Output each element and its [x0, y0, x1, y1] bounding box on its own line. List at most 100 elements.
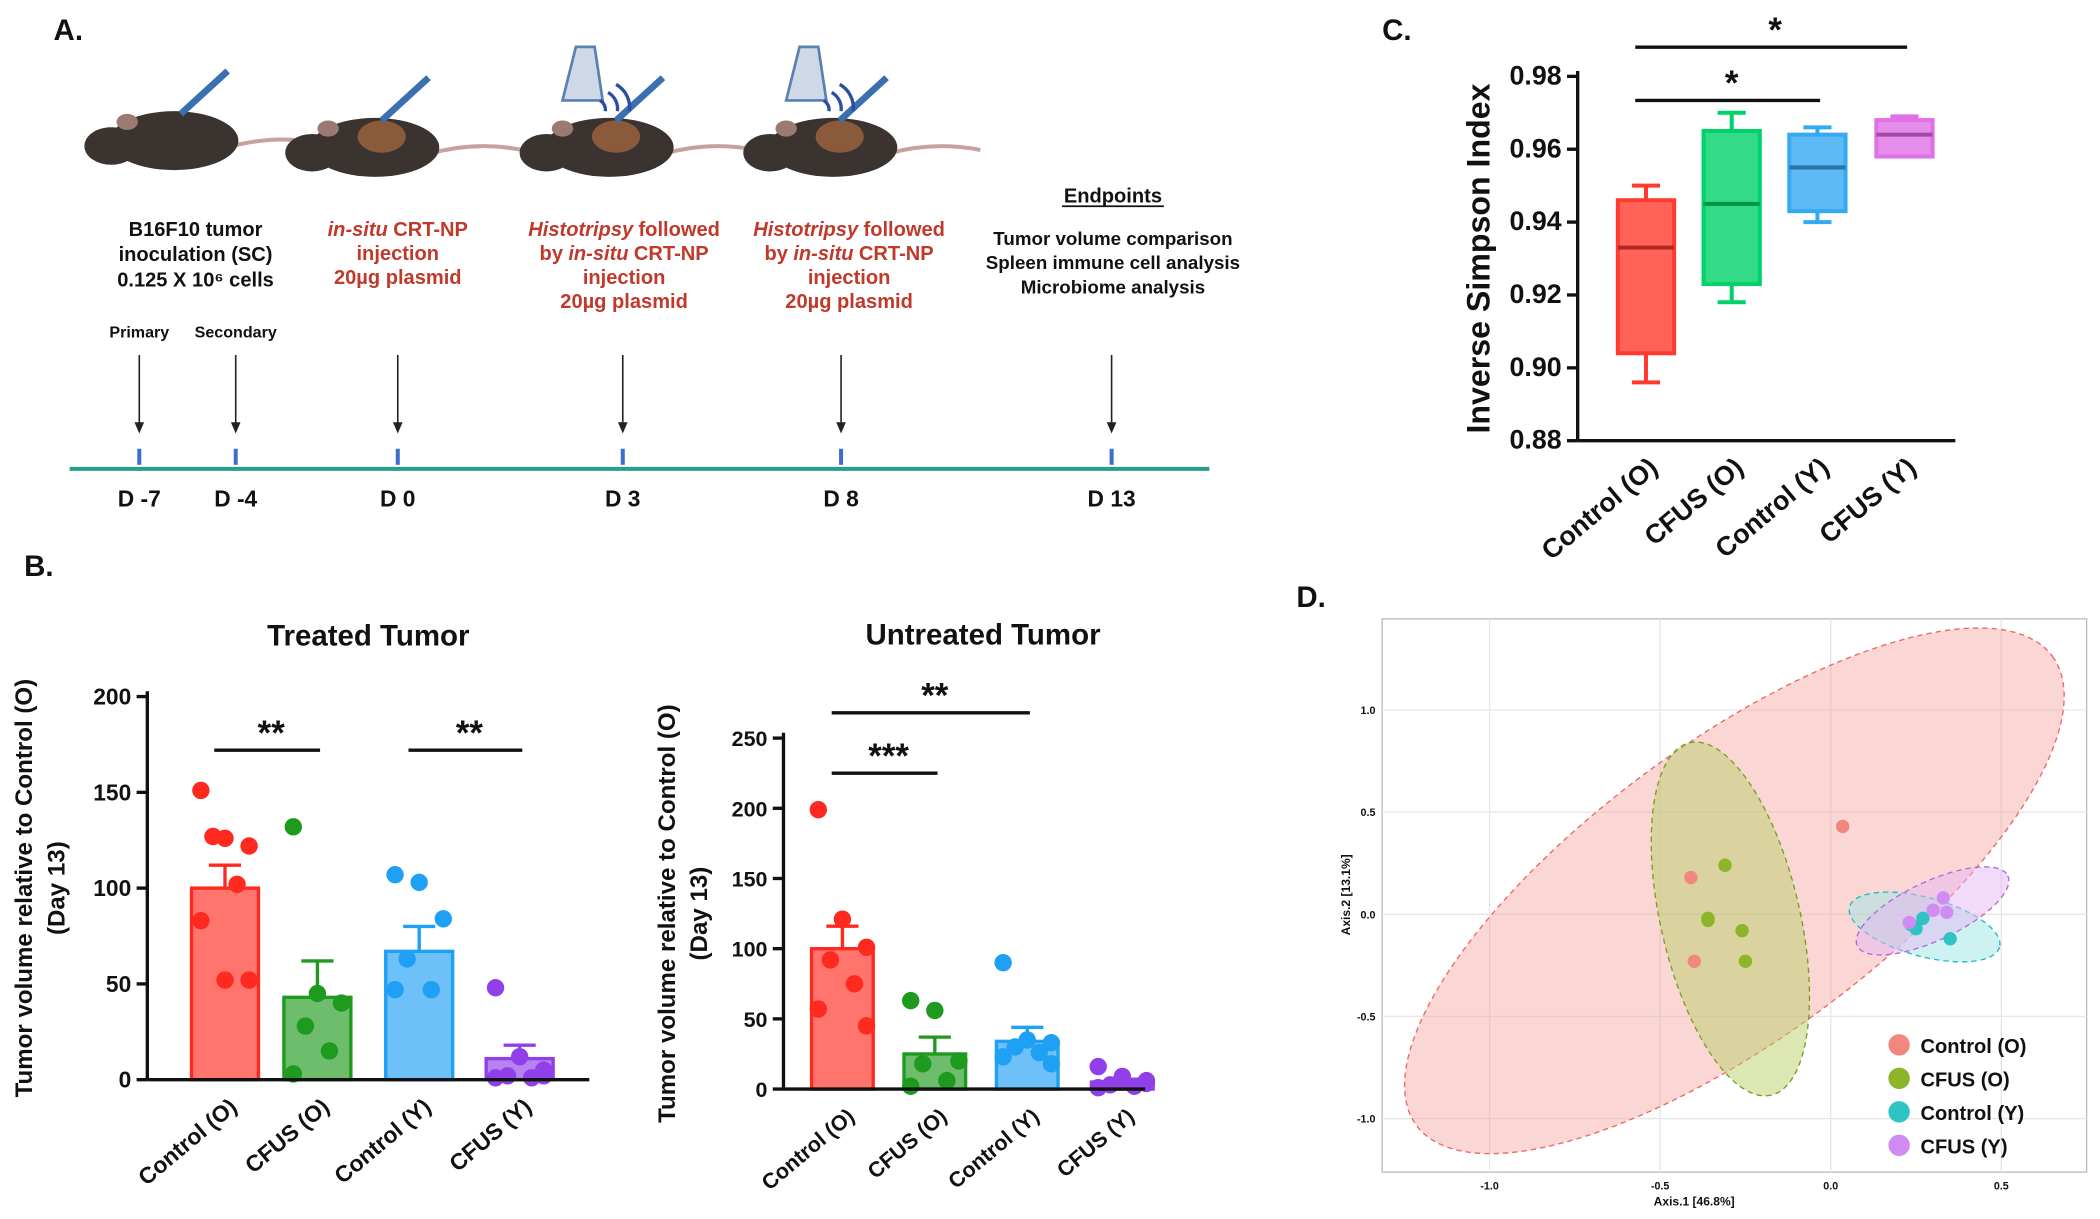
box — [1701, 128, 1762, 287]
tumor-patch — [357, 120, 406, 153]
event-text-part: in-situ — [328, 219, 388, 241]
event-text-part: CRT-NP — [634, 243, 709, 265]
mouse-body — [109, 111, 239, 171]
event-text-part: by — [540, 243, 564, 265]
syringe — [613, 75, 666, 124]
event-text: injection — [583, 267, 666, 289]
y-tick-label: 0.88 — [1510, 425, 1562, 455]
data-point — [845, 975, 864, 993]
legend-swatch — [1888, 1067, 1910, 1090]
bar — [384, 949, 455, 1082]
data-point — [1042, 1034, 1061, 1052]
x-tick-label: CFUS (Y) — [1052, 1104, 1139, 1182]
x-tick-label: -1.0 — [1480, 1181, 1498, 1193]
data-point — [240, 837, 258, 855]
data-point — [434, 910, 453, 928]
data-point — [926, 1001, 944, 1020]
mouse-head — [84, 127, 138, 165]
event-text: injection — [808, 267, 891, 289]
data-point — [1936, 891, 1951, 905]
data-point — [320, 1042, 339, 1060]
y-tick-label: 100 — [93, 875, 131, 901]
event-text-part: injection — [356, 243, 439, 265]
event-text: 20µg plasmid — [560, 291, 688, 313]
data-point — [821, 951, 840, 969]
legend-label: Control (Y) — [1921, 1103, 2025, 1125]
mouse-head — [285, 133, 339, 172]
event-text-part: 20µg plasmid — [560, 291, 688, 313]
error-bar — [403, 924, 436, 952]
mouse-ear — [317, 120, 339, 137]
y-tick-label: -1.0 — [1357, 1114, 1375, 1126]
data-point — [938, 1071, 956, 1090]
y-axis-label: Tumor volume relative to Control (O) — [11, 679, 38, 1098]
data-point — [296, 1017, 315, 1035]
x-tick-label: Control (O) — [757, 1104, 859, 1195]
ultrasound-wave — [838, 82, 856, 112]
event-text-part: by — [765, 243, 789, 265]
event-text-part: Histotripsy — [753, 219, 859, 241]
data-point — [216, 971, 234, 989]
ultrasound-probe — [784, 45, 828, 102]
event-text: in-situ CRT-NP — [328, 219, 468, 241]
panel-label: C. — [1382, 14, 1411, 47]
y-tick-label: 150 — [93, 779, 131, 805]
event-text: Histotripsy followed — [753, 219, 945, 241]
mouse-ear — [551, 120, 574, 137]
event-text: by in-situ CRT-NP — [765, 243, 934, 265]
y-axis-label: Inverse Simpson Index — [1460, 83, 1496, 433]
event-text-part: B16F10 tumor — [129, 219, 263, 241]
data-point — [809, 1000, 828, 1018]
data-point — [1701, 913, 1715, 928]
ellipse-cfus-o — [1650, 741, 1811, 1097]
y-tick-label: 0.90 — [1510, 352, 1562, 382]
data-point — [994, 1048, 1012, 1066]
event-text-part: in-situ — [568, 243, 628, 265]
error-bar — [826, 924, 859, 949]
mouse-tail — [662, 144, 758, 156]
x-tick-label: CFUS (O) — [240, 1093, 334, 1178]
event-text: 0.125 X 10⁶ cells — [117, 270, 274, 292]
endpoints-text: Spleen immune cell analysis — [986, 252, 1240, 273]
y-tick-label: 0.96 — [1510, 133, 1562, 163]
legend-label: CFUS (O) — [1921, 1069, 2010, 1091]
tumor-patch — [591, 120, 641, 153]
event-text-part: followed — [639, 219, 720, 241]
data-point — [422, 980, 440, 999]
mouse-head — [519, 133, 574, 172]
legend-swatch — [1888, 1134, 1910, 1157]
data-point — [1940, 905, 1954, 919]
data-point — [410, 873, 428, 892]
syringe — [837, 75, 889, 124]
x-tick-label: Control (Y) — [329, 1093, 436, 1189]
data-point — [1835, 819, 1850, 834]
data-point — [510, 1047, 529, 1066]
x-tick-label: 0.0 — [1823, 1181, 1838, 1193]
data-point — [332, 994, 351, 1012]
mouse-ear — [116, 113, 138, 130]
mouse-ear — [775, 120, 797, 137]
data-point — [857, 938, 876, 956]
chart-title: Untreated Tumor — [866, 618, 1102, 651]
x-tick-label: 0.5 — [1994, 1181, 2009, 1193]
box — [1874, 118, 1935, 159]
data-point — [192, 911, 210, 930]
event-text: 20µg plasmid — [785, 291, 913, 313]
y-tick-label: 200 — [93, 684, 131, 710]
syringe — [178, 68, 230, 117]
ultrasound-wave — [599, 99, 608, 112]
x-tick-label: Control (O) — [1536, 452, 1663, 566]
panel-label: D. — [1296, 581, 1325, 614]
data-point — [486, 1069, 505, 1087]
event-text-part: 0.125 X 10⁶ cells — [117, 270, 274, 292]
event-text: inoculation (SC) — [119, 244, 273, 266]
data-point — [833, 910, 852, 928]
data-point — [914, 1055, 932, 1073]
legend-swatch — [1888, 1034, 1910, 1056]
tumor-patch — [815, 120, 864, 153]
event-text-part: injection — [808, 267, 891, 289]
data-point — [1943, 932, 1957, 946]
y-tick-label: 0.92 — [1510, 279, 1562, 309]
data-point — [1926, 903, 1940, 917]
significance-label: * — [1768, 11, 1782, 50]
